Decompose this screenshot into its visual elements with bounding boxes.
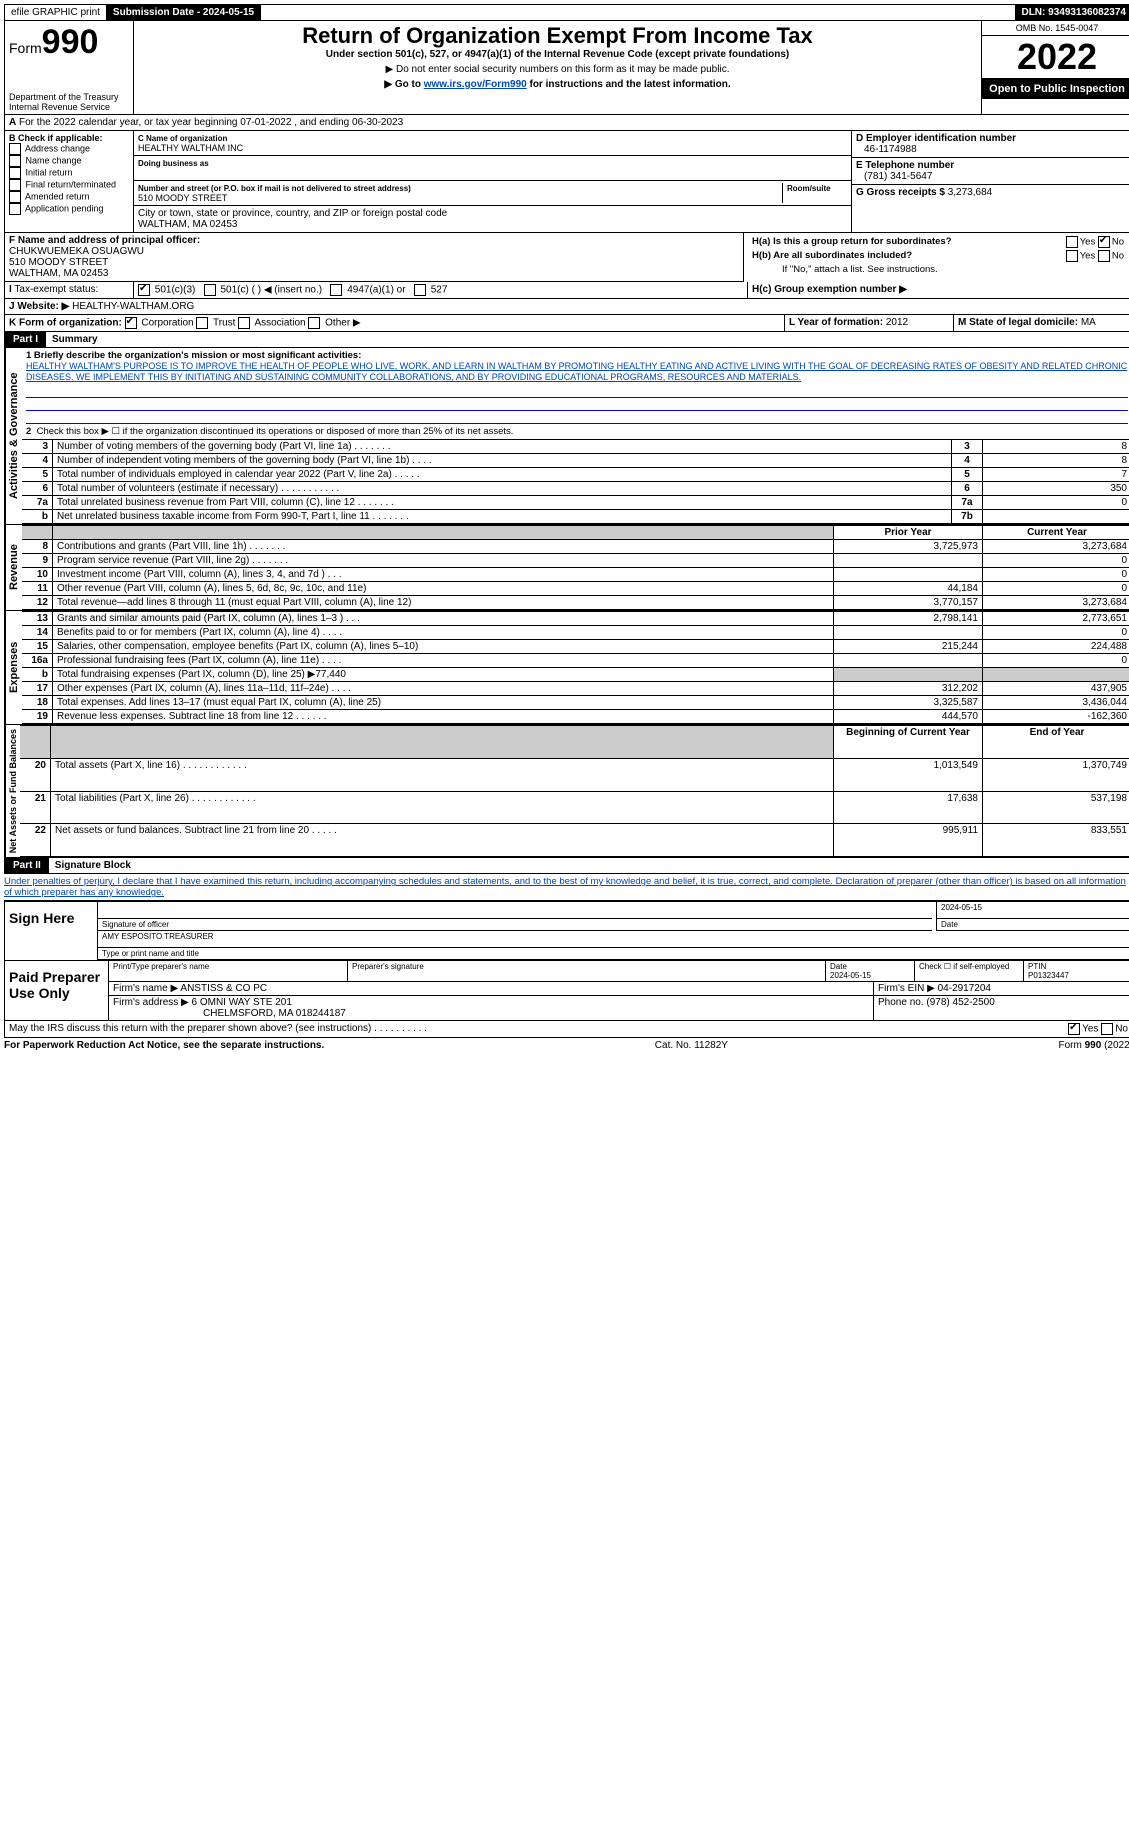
expenses-section: Expenses 13Grants and similar amounts pa… (4, 611, 1129, 725)
sign-here-block: Sign Here Signature of officer 2024-05-1… (4, 900, 1129, 961)
part1-header: Part ISummary (4, 332, 1129, 348)
perjury-statement: Under penalties of perjury, I declare th… (4, 874, 1129, 900)
checkbox-initial-return[interactable]: Initial return (9, 167, 129, 179)
activities-governance: Activities & Governance 1 Briefly descri… (4, 348, 1129, 525)
irs-link[interactable]: www.irs.gov/Form990 (424, 79, 527, 90)
mission-text[interactable]: HEALTHY WALTHAM'S PURPOSE IS TO IMPROVE … (26, 361, 1127, 382)
goto-line: ▶ Go to www.irs.gov/Form990 for instruct… (138, 79, 977, 90)
part2-header: Part IISignature Block (4, 858, 1129, 874)
vtab-ag: Activities & Governance (5, 348, 22, 524)
checkbox-application-pending[interactable]: Application pending (9, 203, 129, 215)
vtab-exp: Expenses (5, 611, 22, 724)
irs-label: Internal Revenue Service (9, 102, 129, 112)
omb-number: OMB No. 1545-0047 (982, 21, 1129, 36)
section-fh: F Name and address of principal officer:… (4, 233, 1129, 315)
org-name: HEALTHY WALTHAM INC (138, 143, 243, 153)
form-header: Form990 Department of the Treasury Inter… (4, 21, 1129, 115)
section-bcdefg: B Check if applicable: Address change Na… (4, 131, 1129, 233)
line-a: A For the 2022 calendar year, or tax yea… (4, 115, 1129, 131)
tax-year: 2022 (982, 36, 1129, 79)
checkbox-name-change[interactable]: Name change (9, 155, 129, 167)
revenue-section: Revenue Prior YearCurrent Year8Contribut… (4, 525, 1129, 611)
submission-date-button[interactable]: Submission Date - 2024-05-15 (107, 5, 261, 20)
vtab-na: Net Assets or Fund Balances (5, 725, 20, 857)
discuss-row: May the IRS discuss this return with the… (4, 1021, 1129, 1038)
top-bar: efile GRAPHIC print Submission Date - 20… (4, 4, 1129, 21)
vtab-rev: Revenue (5, 525, 22, 610)
form-subtitle: Under section 501(c), 527, or 4947(a)(1)… (138, 49, 977, 60)
gross-receipts: 3,273,684 (948, 187, 993, 198)
ein: 46-1174988 (856, 144, 917, 155)
paid-preparer-block: Paid Preparer Use Only Print/Type prepar… (4, 961, 1129, 1021)
dept-label: Department of the Treasury (9, 92, 129, 102)
org-street: 510 MOODY STREET (138, 193, 227, 203)
open-public-badge: Open to Public Inspection (982, 79, 1129, 99)
checkbox-final-return-terminated[interactable]: Final return/terminated (9, 179, 129, 191)
dln-label: DLN: 93493136082374 (1015, 5, 1129, 20)
checkbox-amended-return[interactable]: Amended return (9, 191, 129, 203)
org-city: WALTHAM, MA 02453 (138, 219, 237, 230)
line-klm: K Form of organization: Corporation Trus… (4, 315, 1129, 332)
form-title: Return of Organization Exempt From Incom… (138, 23, 977, 49)
efile-label: efile GRAPHIC print (5, 5, 107, 20)
website: HEALTHY-WALTHAM.ORG (72, 301, 194, 312)
form-label: Form990 (9, 23, 129, 62)
phone: (781) 341-5647 (856, 171, 932, 182)
ssn-warning: ▶ Do not enter social security numbers o… (138, 64, 977, 75)
footer: For Paperwork Reduction Act Notice, see … (4, 1038, 1129, 1053)
net-assets-section: Net Assets or Fund Balances Beginning of… (4, 725, 1129, 858)
box-b: B Check if applicable: Address change Na… (5, 131, 134, 232)
checkbox-address-change[interactable]: Address change (9, 143, 129, 155)
